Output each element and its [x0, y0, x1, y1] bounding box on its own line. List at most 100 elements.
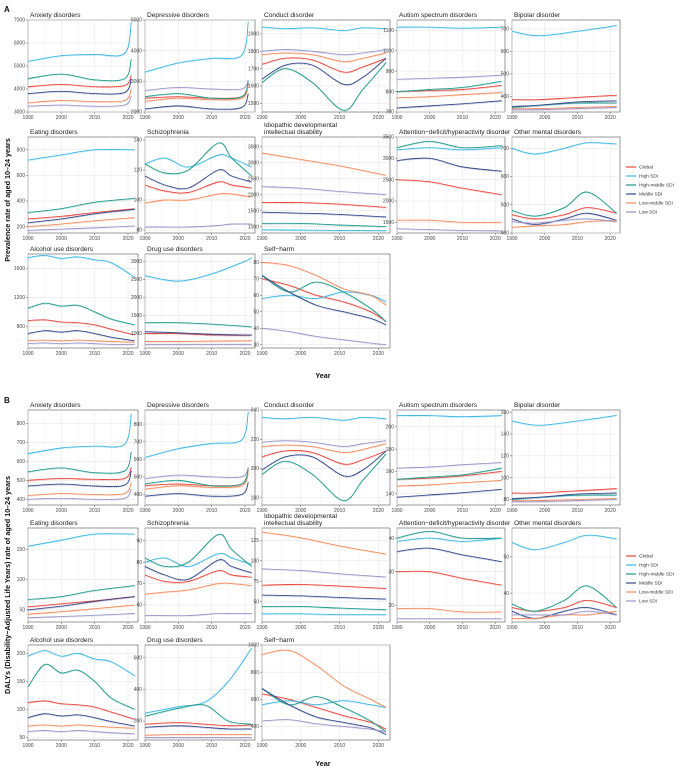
x-tick-label: 2000 — [173, 508, 184, 514]
x-tick-label: 2020 — [605, 625, 616, 631]
y-tick-label: 700 — [134, 439, 143, 445]
series-line-high-sdi — [27, 533, 135, 547]
legend-a: Global High SDI High-middle SDI Middle SDI L… — [626, 165, 674, 216]
series-band-middle-sdi — [396, 101, 502, 110]
x-tick-label: 2010 — [572, 508, 583, 514]
y-tick-label: 1700 — [248, 66, 259, 72]
chart-title: Schizophrenia — [147, 520, 189, 527]
series-line-middle-sdi — [261, 57, 387, 86]
series-line-low-sdi — [27, 613, 135, 619]
legend-label: Global — [639, 554, 653, 560]
series-line-middle-sdi — [144, 481, 249, 497]
y-tick-label: 700 — [17, 440, 26, 446]
x-tick-label: 1990 — [22, 508, 33, 514]
plot-area — [396, 19, 506, 113]
series-band-high-middle-sdi — [261, 63, 387, 112]
series-line-middle-sdi — [511, 492, 617, 499]
series-band-middle-sdi — [511, 101, 617, 108]
y-tick-label: 1200 — [14, 295, 25, 301]
plot-area — [144, 136, 256, 234]
y-tick-label: 80 — [503, 497, 509, 503]
chart-title: Other mental disorders — [514, 129, 582, 136]
series-band-high-sdi — [144, 258, 252, 283]
series-line-high-sdi — [144, 552, 252, 567]
y-tick-label: 3000 — [14, 110, 25, 116]
series-band-low-middle-sdi — [144, 194, 252, 205]
series-line-high-middle-sdi — [144, 322, 252, 328]
y-tick-label: 400 — [501, 94, 510, 100]
series-band-high-middle-sdi — [27, 303, 135, 327]
y-tick-label: 800 — [17, 421, 26, 427]
series-band-high-sdi — [261, 27, 387, 32]
series-line-high-middle-sdi — [27, 663, 135, 710]
series-band-high-middle-sdi — [27, 59, 132, 82]
y-tick-label: 400 — [501, 231, 510, 237]
series-band-middle-sdi — [27, 79, 132, 96]
x-tick-label: 2020 — [373, 625, 384, 631]
y-tick-label: 6000 — [14, 41, 25, 47]
y-tick-label: 1000 — [131, 331, 142, 337]
x-tick-label: 2020 — [122, 625, 133, 631]
series-band-low-middle-sdi — [27, 482, 132, 497]
legend-b: Global High SDI High-middle SDI Middle SDI L… — [626, 554, 674, 605]
series-band-high-sdi — [27, 256, 135, 279]
series-band-middle-sdi — [261, 58, 387, 86]
plot-area — [27, 409, 139, 506]
panel-b-ylabel: DALYs (Disability−Adjusted Life Years) r… — [3, 476, 12, 694]
x-tick-label: 1990 — [22, 115, 33, 121]
series-band-high-middle-sdi — [261, 276, 387, 323]
series-band-low-middle-sdi — [396, 93, 502, 99]
series-line-high-middle-sdi — [396, 140, 502, 149]
y-tick-label: 500 — [501, 72, 510, 78]
y-tick-label: 600 — [134, 457, 143, 463]
x-tick-label: 2000 — [173, 236, 184, 242]
y-tick-label: 600 — [17, 459, 26, 465]
x-tick-label: 1990 — [256, 508, 267, 514]
series-band-low-sdi — [27, 226, 135, 232]
chart-b-5: Bipolar disorder 1990 2000 2010 2020 80 100 120… — [501, 402, 621, 514]
x-tick-label: 1990 — [256, 351, 267, 357]
series-band-low-sdi — [144, 224, 252, 229]
series-line-high-sdi — [261, 26, 387, 31]
y-tick-label: 30 — [388, 569, 394, 575]
series-band-low-sdi — [27, 96, 132, 108]
panel-b-label: B — [4, 396, 10, 405]
series-band-middle-sdi — [144, 332, 252, 337]
series-band-middle-sdi — [144, 170, 252, 191]
series-band-low-sdi — [261, 50, 387, 56]
series-line-middle-sdi — [396, 100, 502, 109]
chart-b-2: Depressive disorders 1990 2000 2010 2020 400 5… — [134, 402, 256, 514]
x-tick-label: 2010 — [89, 743, 100, 749]
y-tick-label: 60 — [253, 293, 259, 299]
y-tick-label: 100 — [17, 577, 26, 583]
y-tick-label: 80 — [136, 560, 142, 566]
y-tick-label: 3000 — [248, 160, 259, 166]
x-tick-label: 1990 — [139, 625, 150, 631]
chart-title: Attention−deficit/hyperactivity disorder — [399, 520, 511, 527]
series-line-low-sdi — [144, 223, 252, 228]
series-line-high-sdi — [396, 26, 502, 29]
series-band-middle-sdi — [144, 482, 249, 498]
series-line-high-middle-sdi — [396, 80, 502, 93]
series-line-middle-sdi — [27, 470, 132, 487]
series-line-high-middle-sdi — [261, 605, 387, 611]
series-line-middle-sdi — [396, 547, 502, 563]
x-tick-label: 2010 — [334, 351, 345, 357]
series-band-low-sdi — [144, 80, 249, 92]
x-tick-label: 1990 — [256, 743, 267, 749]
y-tick-label: 2000 — [131, 295, 142, 301]
y-tick-label: 4000 — [131, 48, 142, 54]
series-line-global — [511, 94, 617, 101]
y-tick-label: 2000 — [383, 199, 394, 205]
chart-b-9: Attention−deficit/hyperactivity disorder… — [388, 520, 511, 631]
y-tick-label: 240 — [251, 408, 260, 414]
series-line-global — [27, 466, 132, 481]
series-line-middle-sdi — [144, 169, 252, 190]
series-line-high-middle-sdi — [261, 222, 387, 228]
series-line-low-middle-sdi — [144, 473, 249, 490]
y-tick-label: 150 — [17, 547, 26, 553]
chart-a-11: Alcohol use disorders 1990 2000 2010 2020 800… — [14, 246, 139, 357]
series-line-high-middle-sdi — [27, 585, 135, 601]
